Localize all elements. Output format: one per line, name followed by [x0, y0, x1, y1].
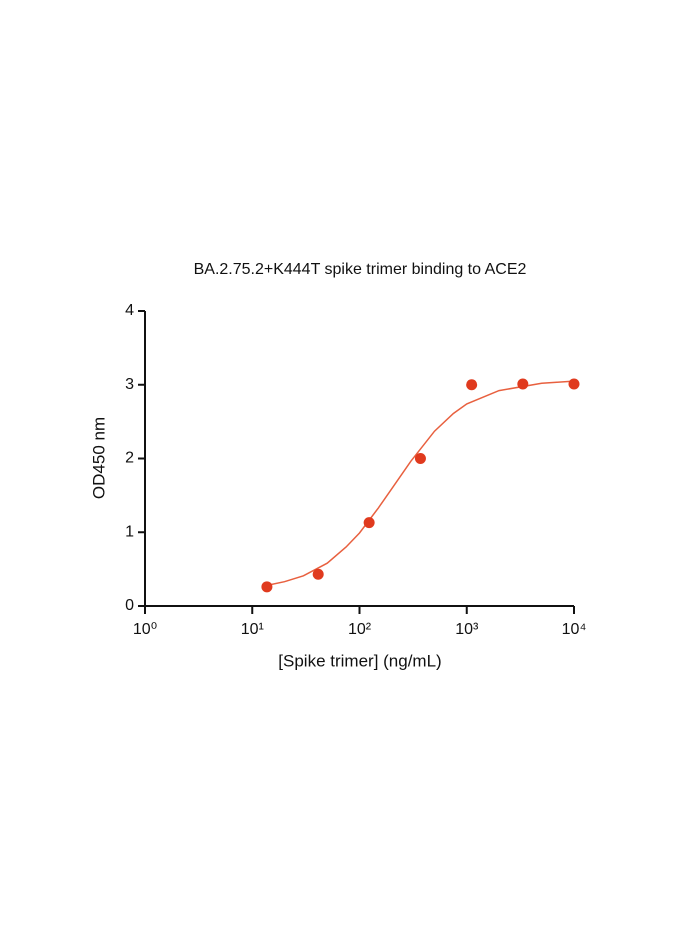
y-tick-label: 3 — [125, 376, 134, 393]
chart-title: BA.2.75.2+K444T spike trimer binding to … — [194, 261, 527, 278]
data-point — [466, 379, 478, 391]
data-point — [363, 517, 375, 529]
data-point — [517, 378, 529, 390]
data-point — [414, 453, 426, 464]
x-tick-label: 10³ — [455, 621, 479, 638]
y-tick-label: 2 — [125, 450, 134, 467]
fit-line — [266, 380, 575, 587]
data-point — [568, 378, 580, 390]
y-axis-title: OD450 nm — [89, 417, 108, 499]
y-tick-label: 4 — [125, 302, 134, 319]
data-point — [312, 568, 324, 580]
y-tick-label: 1 — [125, 523, 134, 540]
x-axis-title: [Spike trimer] (ng/mL) — [278, 651, 441, 670]
x-tick-label: 10⁰ — [133, 621, 157, 638]
x-tick-label: 10¹ — [241, 621, 264, 638]
data-point — [261, 581, 273, 593]
y-tick-label: 0 — [125, 597, 134, 614]
x-tick-label: 10⁴ — [562, 621, 587, 638]
x-tick-label: 10² — [348, 621, 372, 638]
